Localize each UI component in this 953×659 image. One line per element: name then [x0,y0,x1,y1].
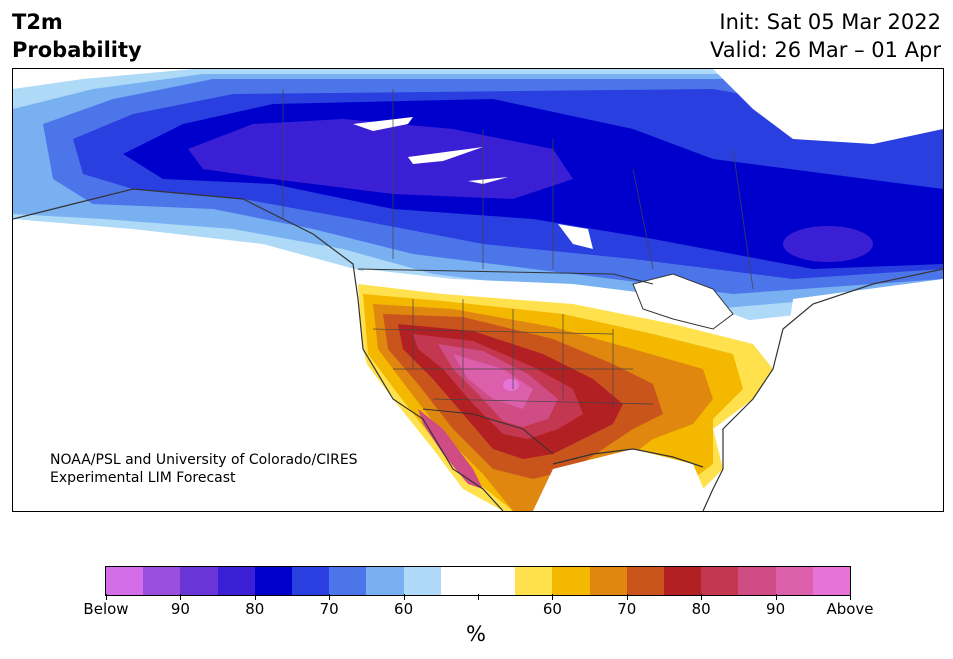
scale-tick [180,594,182,600]
great-lakes [632,273,734,330]
scale-tick-label: 80 [691,600,711,618]
scale-tick [106,594,107,600]
color-swatch [329,567,367,595]
color-swatch [515,567,553,595]
color-swatch [589,567,627,595]
color-swatch [403,567,441,595]
color-swatch [292,567,330,595]
title-line-1: T2m [12,10,63,34]
coastline-gulf [552,448,704,468]
scale-tick-label: 70 [319,600,339,618]
color-swatch [664,567,702,595]
scale-tick-label: Below [83,600,129,618]
scale-tick-label: 70 [617,600,637,618]
scale-tick [701,594,703,600]
band-indigo [188,119,573,199]
atlantic-blank [753,279,943,511]
lake-4 [558,224,593,249]
border-us-mexico [422,408,554,455]
border-us-canada [357,268,654,285]
init-date: Init: Sat 05 Mar 2022 [719,10,941,34]
scale-tick [626,594,628,600]
color-swatch [217,567,255,595]
color-swatch [106,567,144,595]
credit-line-1: NOAA/PSL and University of Colorado/CIRE… [50,452,358,468]
scale-tick [329,594,331,600]
greenland-blank [713,69,943,144]
lake-1 [353,117,413,131]
gulf-blank [533,449,713,511]
probability-map: NOAA/PSL and University of Colorado/CIRE… [12,68,944,512]
scale-tick-label: 60 [542,600,562,618]
map-canvas [13,69,943,511]
color-scale-bar [105,566,851,596]
color-swatch [143,567,181,595]
color-swatch [440,567,479,595]
data-credit: NOAA/PSL and University of Colorado/CIRE… [50,451,358,487]
scale-tick-label: 90 [766,600,786,618]
scale-tick [850,594,851,600]
coastline-east [702,268,943,511]
forecast-dates: Init: Sat 05 Mar 2022 Valid: 26 Mar – 01… [710,8,941,64]
band-indigo-east [783,226,873,262]
pacific-blank [13,269,463,511]
credit-line-2: Experimental LIM Forecast [50,470,236,486]
scale-tick [775,594,777,600]
valid-period: Valid: 26 Mar – 01 Apr [710,38,941,62]
scale-tick-label: 80 [245,600,265,618]
color-swatch [552,567,590,595]
lake-3 [468,177,508,184]
scale-tick-label: 60 [394,600,414,618]
scale-tick [478,594,479,600]
scale-tick-label: Above [826,600,874,618]
color-swatch [626,567,665,595]
color-swatch [366,567,404,595]
band-baja [418,409,483,489]
color-swatch [812,567,851,595]
color-swatch [701,567,739,595]
color-swatch [738,567,776,595]
scale-tick [403,594,405,600]
title-line-2: Probability [12,38,142,62]
color-swatch [478,567,516,595]
band-magenta [503,379,519,391]
coastline-west [13,188,504,511]
color-scale-unit: % [466,622,486,646]
color-swatch [180,567,218,595]
map-title: T2m Probability [12,8,142,64]
scale-tick-label: 90 [170,600,190,618]
scale-tick [552,594,554,600]
province-borders [282,89,754,290]
scale-tick [254,594,256,600]
color-swatch [775,567,813,595]
band-pink [453,354,533,409]
color-swatch [254,567,293,595]
state-borders [372,299,654,409]
lake-2 [408,147,483,164]
